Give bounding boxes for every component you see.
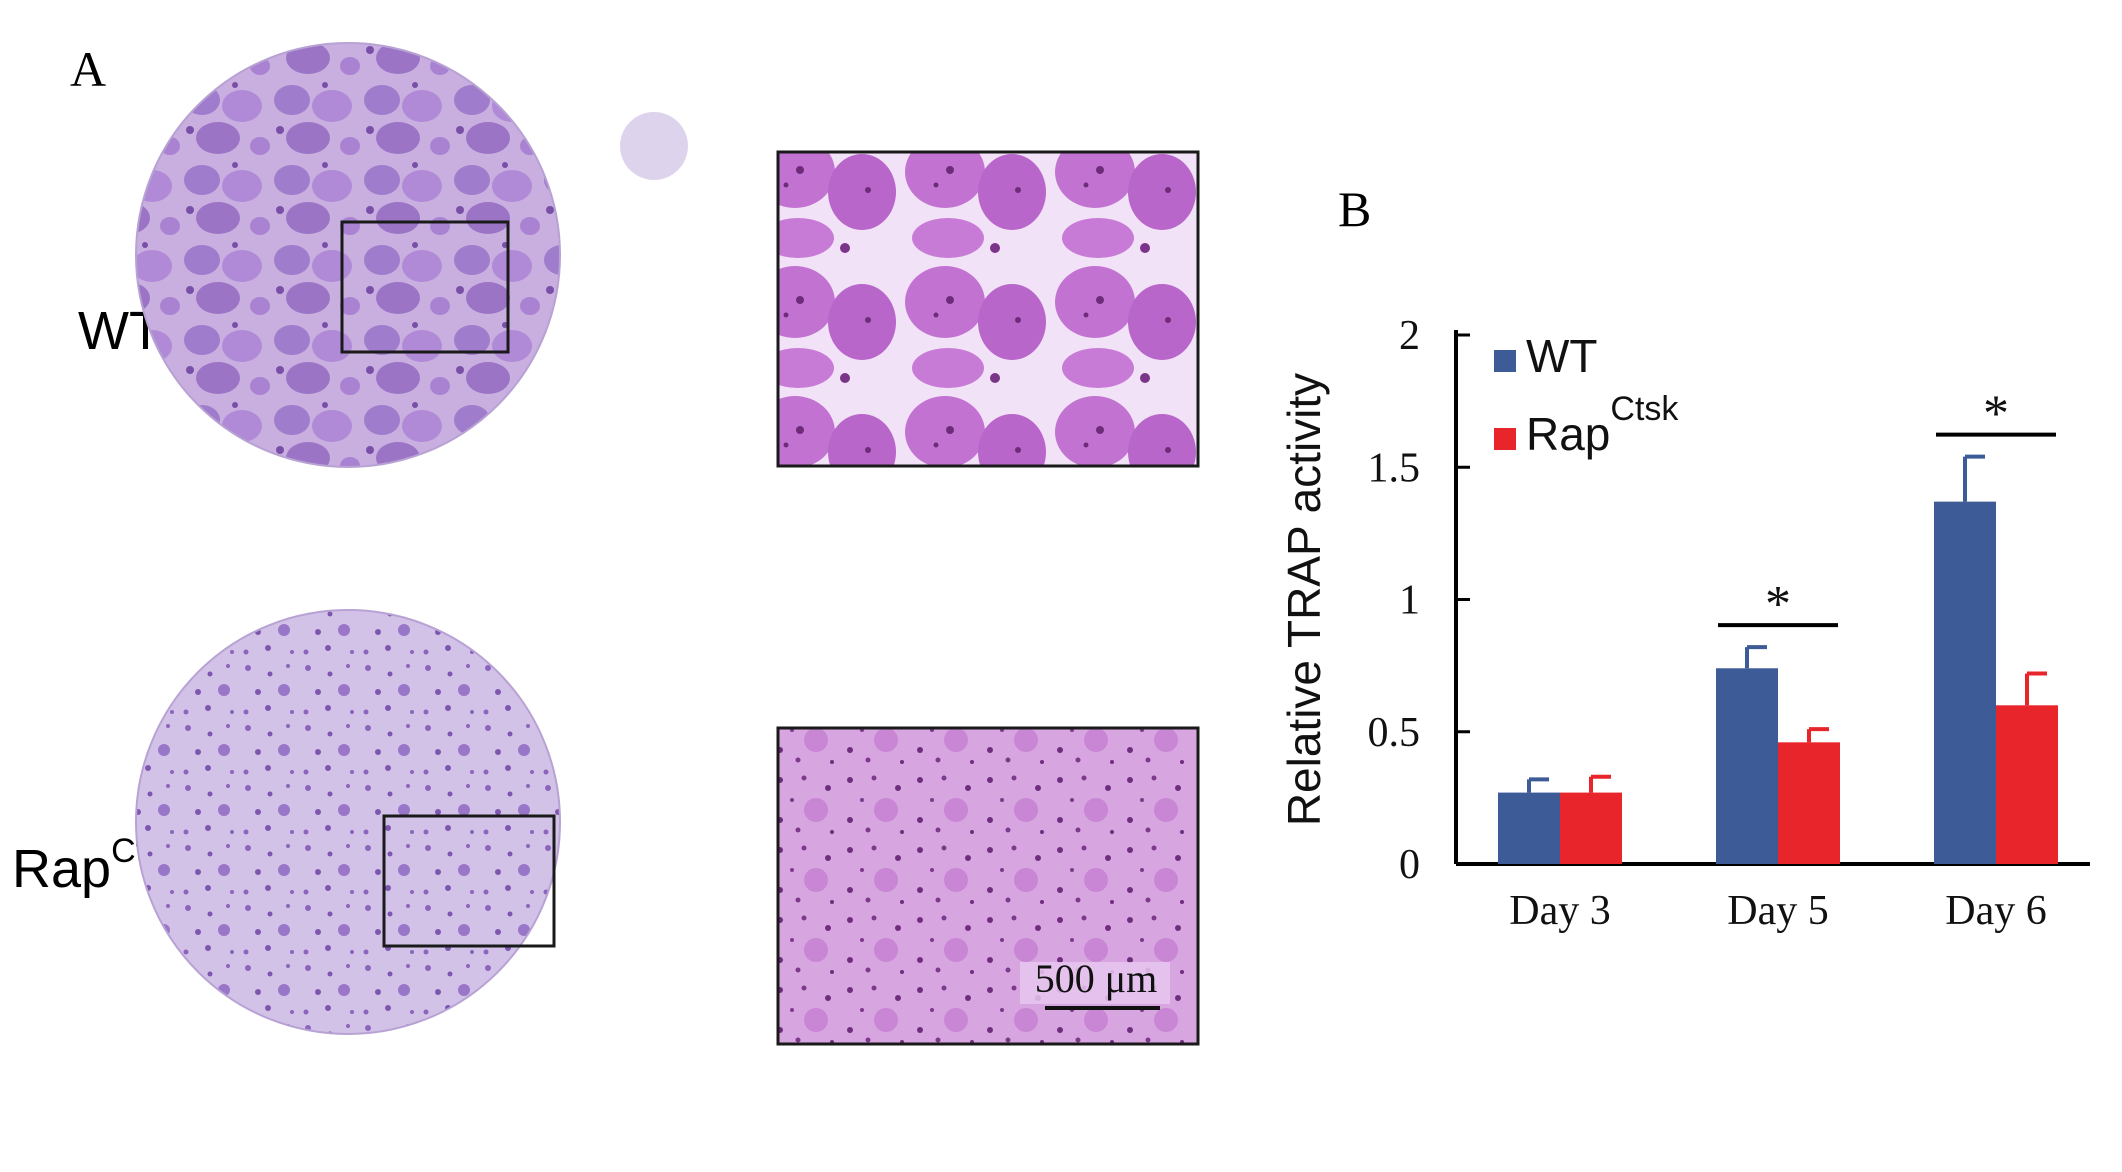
y-tick-label: 1.5 bbox=[1368, 445, 1421, 491]
trap-activity-chart: 0 0.5 1 1.5 2 Relative TRAP activity Day 3 Day … bbox=[1278, 313, 2090, 934]
wt-zoom-image bbox=[776, 150, 1200, 468]
y-tick-label: 0.5 bbox=[1368, 710, 1421, 756]
scale-bar-label: 500 μm bbox=[1035, 956, 1158, 1001]
x-tick-label: Day 6 bbox=[1945, 888, 2046, 934]
rap-row-label-base: Rap bbox=[12, 839, 112, 899]
bar-wt-day-6 bbox=[1934, 501, 1996, 864]
significance-marker: * bbox=[1765, 576, 1791, 633]
legend-label-sup: Ctsk bbox=[1610, 390, 1679, 428]
significance-marker: * bbox=[1983, 386, 2009, 443]
legend-label-wt: WT bbox=[1526, 330, 1598, 382]
rap-zoom-image: 500 μm bbox=[776, 726, 1200, 1046]
panel-b-label: B bbox=[1338, 181, 1372, 237]
bar-rap-day-3 bbox=[1560, 792, 1622, 864]
bar-rap-day-6 bbox=[1996, 705, 2058, 864]
y-tick-label: 0 bbox=[1399, 842, 1420, 888]
bar-wt-day-5 bbox=[1716, 668, 1778, 864]
y-tick-label: 2 bbox=[1399, 313, 1420, 359]
x-tick-label: Day 3 bbox=[1509, 888, 1610, 934]
bar-wt-day-3 bbox=[1498, 792, 1560, 864]
bar-rap-day-5 bbox=[1778, 742, 1840, 864]
panel-a-label: A bbox=[70, 41, 107, 97]
rap-inset-box bbox=[382, 814, 556, 948]
wt-well-image bbox=[135, 42, 688, 468]
wt-inset-box bbox=[340, 220, 510, 354]
legend-swatch-rap bbox=[1494, 428, 1516, 450]
y-axis-title: Relative TRAP activity bbox=[1278, 373, 1330, 826]
x-tick-label: Day 5 bbox=[1727, 888, 1828, 934]
legend-label-rap: RapCtsk bbox=[1526, 390, 1679, 460]
rap-well-image bbox=[135, 609, 561, 1035]
y-tick-label: 1 bbox=[1399, 578, 1420, 624]
legend-swatch-wt bbox=[1494, 350, 1516, 372]
